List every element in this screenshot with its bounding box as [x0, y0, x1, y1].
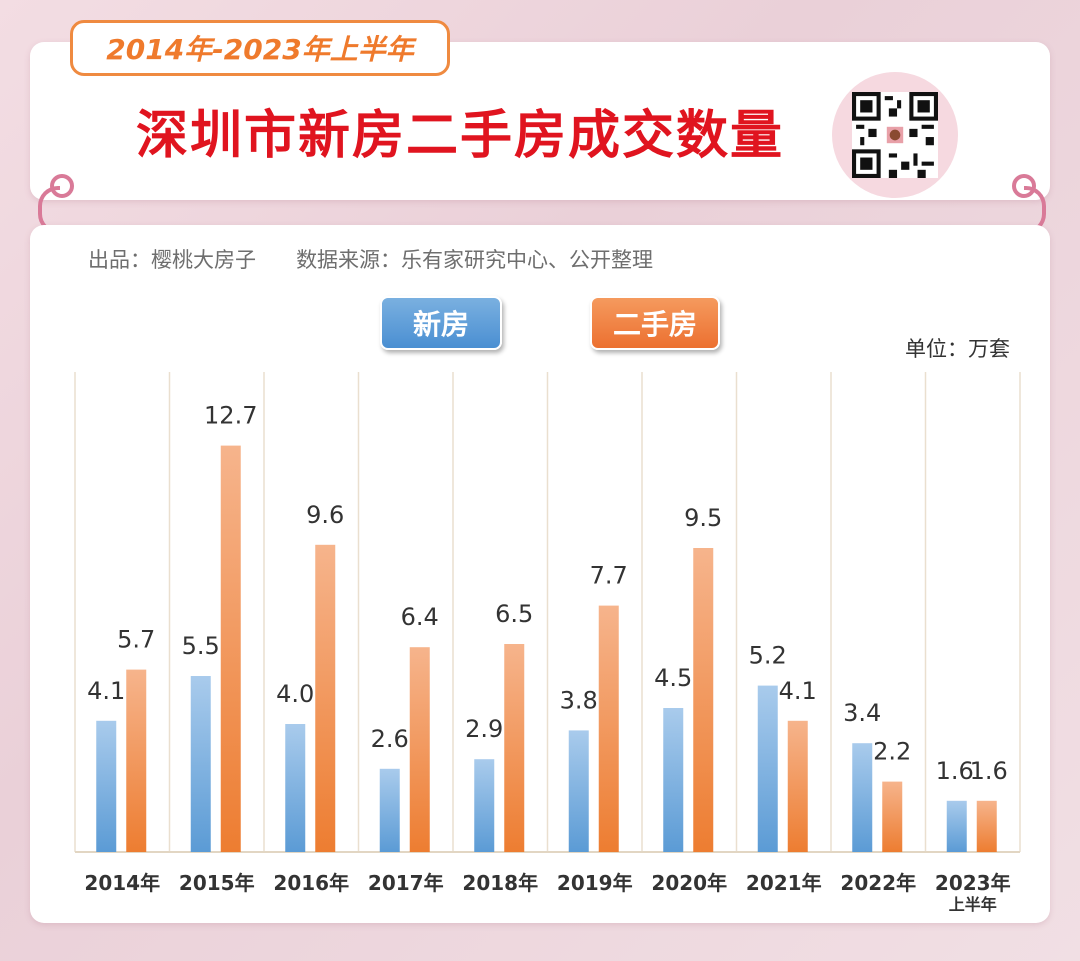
- bar-second: [315, 544, 336, 852]
- value-label-second: 1.6: [970, 757, 1008, 785]
- value-label-new: 3.4: [843, 699, 881, 727]
- bar-second: [693, 548, 714, 852]
- value-label-new: 4.1: [87, 677, 125, 705]
- bar-second: [126, 669, 147, 852]
- bar-new: [757, 685, 778, 852]
- unit-label: 单位：万套: [905, 337, 1010, 361]
- value-label-second: 4.1: [779, 677, 817, 705]
- bar-new: [474, 759, 495, 852]
- legend-new: 新房: [380, 296, 502, 350]
- legend-second: 二手房: [590, 296, 720, 350]
- value-label-second: 5.7: [117, 626, 155, 654]
- bar-second: [220, 445, 241, 852]
- value-label-second: 12.7: [204, 402, 257, 430]
- bar-new: [96, 720, 117, 852]
- x-tick-label: 2019年: [557, 871, 633, 895]
- bar-new: [663, 708, 684, 852]
- x-tick-label: 2020年: [651, 871, 727, 895]
- bar-layer: [96, 445, 997, 852]
- value-label-second: 9.6: [306, 501, 344, 529]
- bar-second: [504, 644, 525, 852]
- data-source: 数据来源：乐有家研究中心、公开整理: [296, 248, 654, 272]
- value-label-second: 6.4: [401, 603, 439, 631]
- qr-badge: [832, 72, 958, 198]
- x-tick-label: 2022年: [840, 871, 916, 895]
- producer-credit: 出品：樱桃大房子: [88, 248, 256, 272]
- value-label-second: 2.2: [873, 738, 911, 766]
- value-label-second: 6.5: [495, 600, 533, 628]
- x-tick-label: 2023年: [935, 871, 1011, 895]
- value-label-new: 5.5: [182, 632, 220, 660]
- value-label-new: 2.9: [465, 715, 503, 743]
- value-label-new: 5.2: [749, 642, 787, 670]
- value-label-new: 4.0: [276, 680, 314, 708]
- bar-new: [946, 800, 967, 852]
- x-tick-label: 2014年: [84, 871, 160, 895]
- x-tick-label: 2021年: [746, 871, 822, 895]
- bar-second: [409, 647, 430, 852]
- source-line: 出品：樱桃大房子 数据来源：乐有家研究中心、公开整理: [88, 244, 653, 274]
- grid-layer: [74, 372, 1021, 853]
- bar-second: [976, 800, 997, 852]
- bar-second: [882, 781, 903, 852]
- qr-code-icon: [852, 92, 938, 178]
- bar-second: [598, 605, 619, 852]
- label-layer: 4.1 5.7 2014年 5.5 12.7 2015年 4.0 9.6 2016年 2.6 6.4…: [84, 402, 1010, 914]
- value-label-new: 3.8: [560, 686, 598, 714]
- x-tick-label: 2018年: [462, 871, 538, 895]
- period-tag: 2014年-2023年上半年: [70, 20, 450, 76]
- value-label-new: 1.6: [936, 757, 974, 785]
- value-label-second: 9.5: [684, 504, 722, 532]
- x-tick-sublabel: 上半年: [949, 895, 997, 914]
- x-tick-label: 2016年: [273, 871, 349, 895]
- bar-new: [285, 724, 306, 852]
- value-label-new: 2.6: [371, 725, 409, 753]
- value-label-new: 4.5: [654, 664, 692, 692]
- x-tick-label: 2015年: [179, 871, 255, 895]
- bar-second: [787, 720, 808, 852]
- value-label-second: 7.7: [590, 562, 628, 590]
- bar-new: [568, 730, 589, 852]
- bar-new: [852, 743, 873, 852]
- bar-new: [379, 768, 400, 852]
- page-title: 深圳市新房二手房成交数量: [135, 105, 784, 166]
- bar-new: [190, 676, 211, 852]
- x-tick-label: 2017年: [368, 871, 444, 895]
